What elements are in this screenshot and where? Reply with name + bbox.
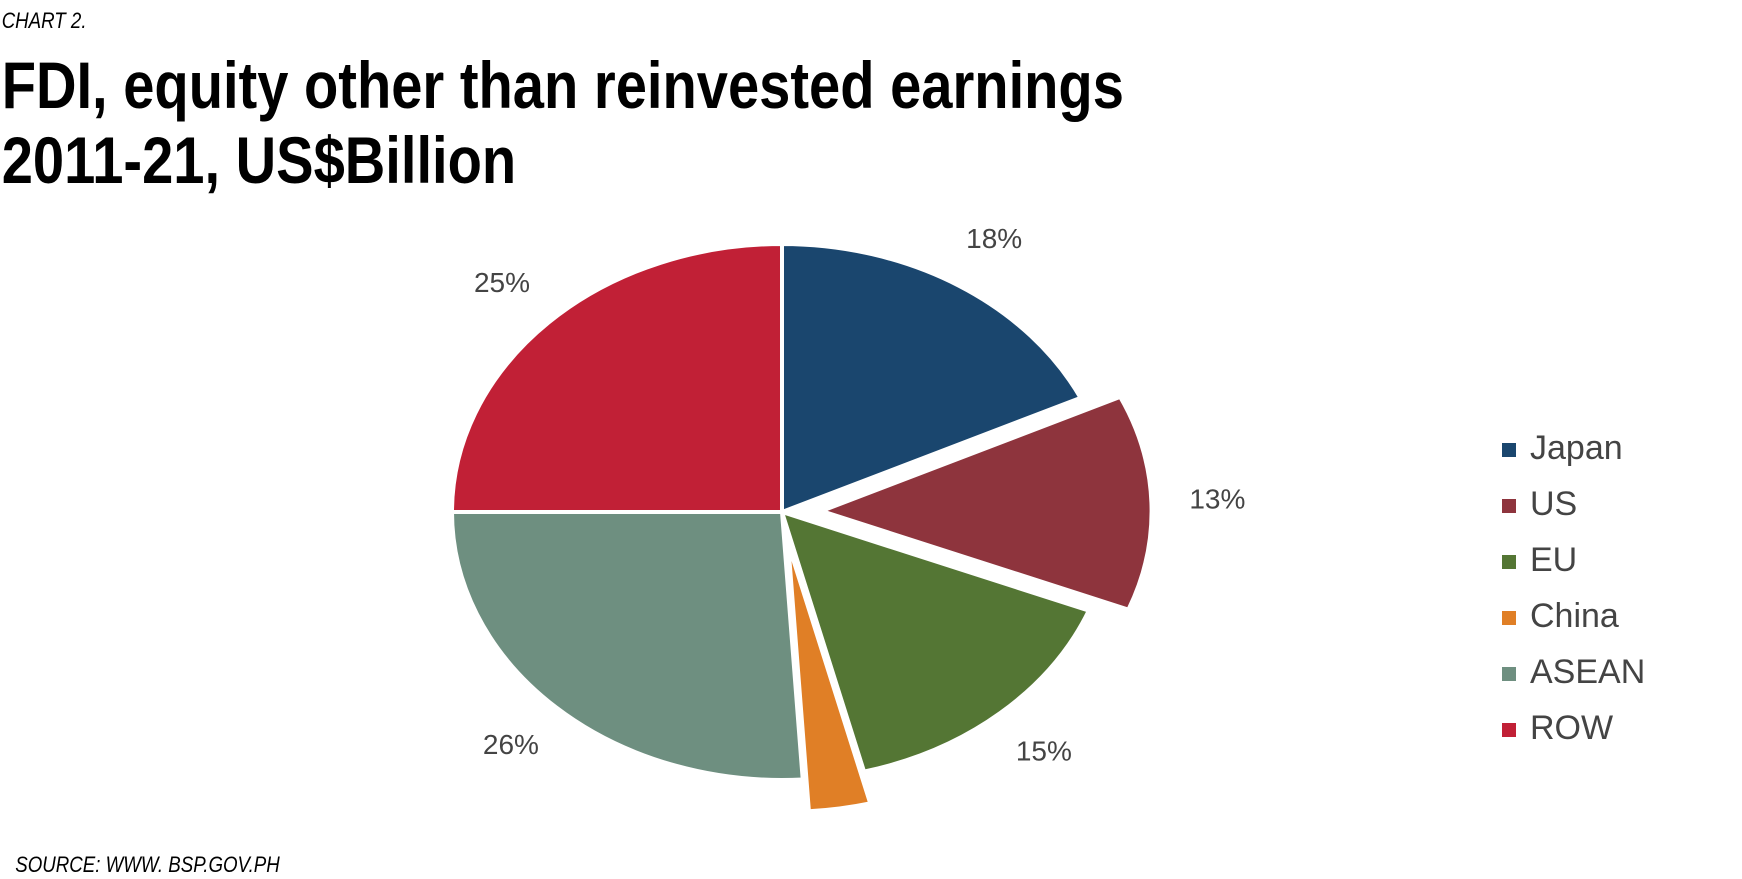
legend-label: Japan [1530,429,1623,467]
legend-swatch [1502,443,1516,457]
slice-label: 18% [966,223,1022,254]
legend-swatch [1502,667,1516,681]
chart-label: CHART 2. [2,10,87,34]
pie-slice [815,394,1154,613]
legend-label: ASEAN [1530,653,1645,691]
chart-subtitle: 2011-21, US$Billion [2,124,516,197]
pie-slice [786,543,873,814]
slice-label: 25% [474,267,530,298]
legend-swatch [1502,723,1516,737]
pie-slice [449,241,784,514]
pie-slice [780,241,1084,515]
legend-label: EU [1530,541,1577,579]
chart-title: FDI, equity other than reinvested earnin… [2,49,1124,122]
slice-label: 26% [483,729,539,760]
slice-label: 13% [1189,483,1245,514]
legend-swatch [1502,611,1516,625]
legend-swatch [1502,499,1516,513]
legend-label: US [1530,485,1577,523]
pie-slice [778,508,1092,774]
legend-swatch [1502,555,1516,569]
legend-label: China [1530,597,1619,635]
legend-label: ROW [1530,709,1613,747]
slice-label: 15% [1016,736,1072,767]
source: SOURCE: WWW. BSP.GOV.PH [15,854,280,878]
pie-slice [449,510,805,782]
